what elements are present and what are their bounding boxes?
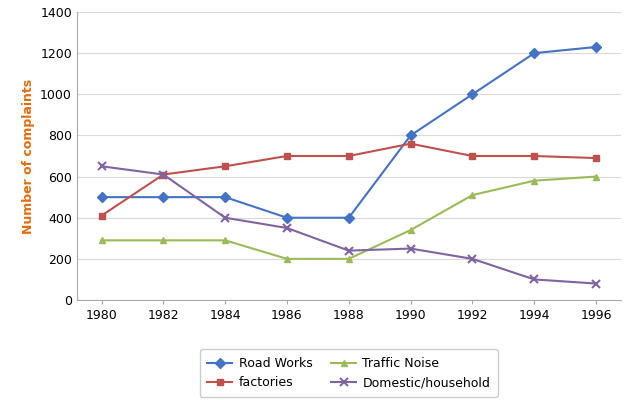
Traffic Noise [159, 238, 167, 243]
Road Works [531, 51, 538, 56]
Legend: Road Works, factories, Traffic Noise, Domestic/household: Road Works, factories, Traffic Noise, Do… [200, 350, 498, 397]
Road Works [345, 215, 353, 220]
Road Works [468, 92, 476, 97]
Road Works [221, 195, 229, 200]
factories [407, 141, 415, 146]
Domestic/household [407, 246, 415, 251]
Domestic/household [283, 226, 291, 230]
factories [159, 172, 167, 177]
factories [592, 156, 600, 160]
Domestic/household [221, 215, 229, 220]
Traffic Noise [592, 174, 600, 179]
factories [221, 164, 229, 169]
Line: factories: factories [98, 140, 600, 219]
factories [531, 154, 538, 158]
Traffic Noise [345, 256, 353, 261]
factories [468, 154, 476, 158]
Domestic/household [345, 248, 353, 253]
Domestic/household [98, 164, 106, 169]
factories [345, 154, 353, 158]
Road Works [283, 215, 291, 220]
Traffic Noise [283, 256, 291, 261]
Road Works [592, 44, 600, 49]
Y-axis label: Number of complaints: Number of complaints [22, 78, 35, 234]
factories [98, 213, 106, 218]
Traffic Noise [407, 228, 415, 232]
Traffic Noise [531, 178, 538, 183]
Line: Traffic Noise: Traffic Noise [98, 173, 600, 262]
factories [283, 154, 291, 158]
Line: Road Works: Road Works [98, 44, 600, 221]
Road Works [159, 195, 167, 200]
Domestic/household [592, 281, 600, 286]
Traffic Noise [221, 238, 229, 243]
Domestic/household [159, 172, 167, 177]
Traffic Noise [468, 193, 476, 198]
Road Works [407, 133, 415, 138]
Line: Domestic/household: Domestic/household [97, 162, 600, 288]
Traffic Noise [98, 238, 106, 243]
Road Works [98, 195, 106, 200]
Domestic/household [531, 277, 538, 282]
Domestic/household [468, 256, 476, 261]
